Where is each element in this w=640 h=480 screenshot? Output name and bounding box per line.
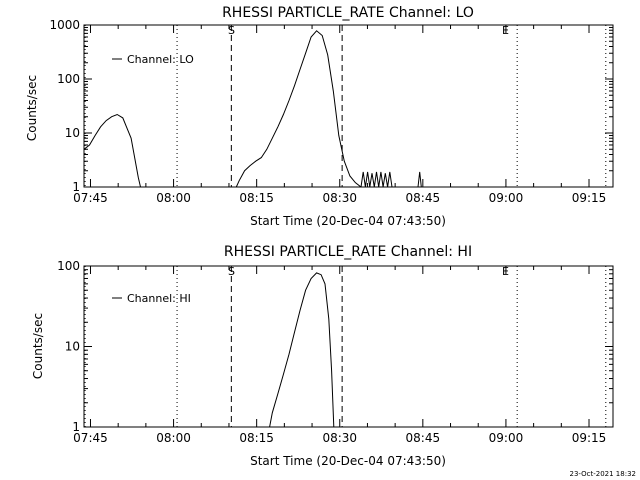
y-axis-label: Counts/sec	[31, 313, 45, 379]
x-tick-label: 08:30	[322, 191, 357, 205]
y-tick-label: 100	[57, 259, 80, 273]
y-tick-label: 1	[72, 420, 80, 434]
x-tick-label: 09:15	[572, 191, 607, 205]
x-tick-label: 07:45	[73, 431, 108, 445]
plot-title: RHESSI PARTICLE_RATE Channel: HI	[224, 244, 472, 260]
x-tick-label: 08:15	[239, 431, 274, 445]
y-axis-label: Counts/sec	[25, 75, 39, 141]
y-tick-label: 10	[65, 340, 80, 354]
plot-title: RHESSI PARTICLE_RATE Channel: LO	[222, 5, 474, 21]
hi-channel-plot: RHESSI PARTICLE_RATE Channel: HI Start T…	[31, 244, 614, 468]
y-tick-label: 1	[72, 180, 80, 194]
legend-entry: Channel: HI	[127, 292, 191, 305]
x-tick-label: 09:00	[489, 431, 524, 445]
x-tick-label: 08:00	[156, 431, 191, 445]
x-axis-label: Start Time (20-Dec-04 07:43:50)	[250, 454, 446, 468]
footer-timestamp: 23-Oct-2021 18:32	[569, 470, 636, 478]
x-tick-label: 08:45	[406, 191, 441, 205]
y-tick-label: 1000	[49, 18, 80, 32]
x-tick-label: 07:45	[73, 191, 108, 205]
x-tick-label: 08:00	[156, 191, 191, 205]
y-tick-label: 10	[65, 126, 80, 140]
x-tick-label: 09:00	[489, 191, 524, 205]
legend-entry: Channel: LO	[127, 53, 194, 66]
lo-channel-plot: RHESSI PARTICLE_RATE Channel: LO Start T…	[25, 5, 614, 228]
count-rate-series	[83, 113, 141, 188]
count-rate-series	[360, 171, 395, 188]
x-axis-label: Start Time (20-Dec-04 07:43:50)	[250, 214, 446, 228]
count-rate-series	[235, 30, 362, 188]
x-tick-label: 09:15	[572, 431, 607, 445]
x-tick-label: 08:15	[239, 191, 274, 205]
count-rate-series	[269, 272, 335, 428]
x-tick-label: 08:45	[406, 431, 441, 445]
plot-frame	[83, 265, 614, 428]
count-rate-series	[417, 171, 422, 188]
y-tick-label: 100	[57, 72, 80, 86]
plot-frame	[83, 24, 614, 188]
x-tick-label: 08:30	[322, 431, 357, 445]
